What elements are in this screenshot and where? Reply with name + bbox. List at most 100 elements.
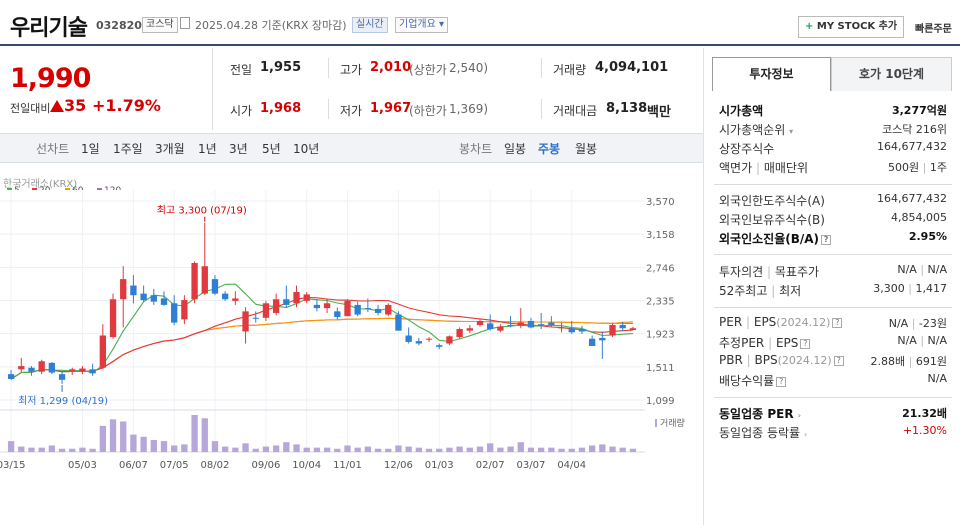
foreign-hold-row: 외국인보유주식수(B) 4,854,005 [719,211,947,229]
candle-body [405,335,412,342]
volume-bar [334,448,341,452]
bps-label: BPS [754,353,778,367]
dividend-label: 배당수익률 [719,374,775,388]
add-mystock-button[interactable]: + MY STOCK 추가 [798,16,905,38]
volume-bar [456,446,463,452]
candle-body [323,303,331,309]
candle-body [517,322,524,326]
volume-bar [69,448,76,452]
volume-bar [609,446,616,452]
per-row: PER | EPS(2024.12)? N/A | -23원 [719,315,947,330]
x-tick-label: 11/01 [333,460,362,470]
volume-bar [558,448,565,452]
upper-limit-label: (상한가 [409,63,447,77]
period-1d[interactable]: 1일 [81,142,100,156]
per-label: PER [719,315,743,329]
trade-unit: 1주 [929,161,947,174]
volume-bar [588,445,596,452]
week52-low-label: 최저 [779,284,802,298]
candle-body [497,326,504,331]
volume-bar [629,448,637,452]
market-cap-rank: 코스닥 216위 [882,123,947,136]
candle-daily[interactable]: 일봉 [504,142,527,156]
candle-body [599,337,606,341]
period-5y[interactable]: 5년 [262,142,281,156]
period-1y[interactable]: 1년 [198,142,217,156]
help-icon[interactable]: ? [821,234,832,245]
current-price: 1,990 [10,63,91,94]
volume-bar [527,447,535,452]
candle-body [456,329,463,338]
quick-order-link[interactable]: 빠른주문 [915,24,952,35]
candle-body [69,369,76,371]
help-icon[interactable]: ? [833,355,844,366]
x-tick-label: 12/06 [384,460,413,470]
period-3m[interactable]: 3개월 [155,142,185,156]
x-tick-label: 05/03 [68,460,97,470]
dividend-row: 배당수익률? N/A [719,372,947,390]
candle-body [385,304,392,315]
rank-row: 시가총액순위 ▾ 코스닥 216위 [719,121,947,139]
volume-bar [171,445,178,452]
candle-body [201,266,208,294]
y-tick-label: 2,746 [646,263,675,274]
volume-label: 거래량 [660,417,685,429]
high-label: 고가 [340,63,363,77]
chart-period-bar [0,133,703,163]
chart-source: 한국거래소(KRX) [3,179,78,190]
plus-icon: + [805,21,814,32]
volume-bar [619,447,626,452]
market-cap: 3,277억원 [891,104,947,117]
volume-bar [150,440,157,452]
tab-orderbook[interactable]: 호가 10단계 [831,57,952,91]
open-price: 1,968 [260,101,302,116]
period-10y[interactable]: 10년 [293,142,320,156]
rank-label-text: 시가총액순위 [719,123,786,137]
industry-rate-link[interactable]: 동일업종 등락률 › [719,424,807,441]
low-annotation: 최저 1,299 (04/19) [18,395,108,407]
candle-body [538,324,545,326]
period-3y[interactable]: 3년 [229,142,248,156]
x-tick-label: 08/02 [201,460,230,470]
volume-bar [48,445,56,452]
pbr-row: PBR | BPS(2024.12)? 2.88배 | 691원 [719,353,947,368]
volume-bar [130,434,137,452]
candle-monthly[interactable]: 월봉 [575,142,598,156]
candle-body [262,303,270,318]
low-label: 저가 [340,104,363,118]
period-1w[interactable]: 1주일 [113,142,143,156]
chevron-down-icon: ▾ [789,127,794,136]
trade-amount-unit: 백만 [647,105,671,120]
candle-body [28,367,35,372]
week52-row: 52주최고 | 최저 3,300 | 1,417 [719,282,947,298]
y-tick-label: 3,570 [646,197,675,208]
eps-value: -23원 [918,317,947,330]
price-chart[interactable]: 3,570 3,158 2,746 2,335 1,923 1,511 1,099 거래량 03… [0,190,703,470]
volume-bar [272,445,280,452]
company-overview-button[interactable]: 기업개요 ▾ [395,17,448,33]
pbr-label: PBR [719,353,743,367]
candle-weekly[interactable]: 주봉 [538,142,561,156]
help-icon[interactable]: ? [776,376,787,387]
candle-body [99,335,106,368]
volume-bar [374,448,382,452]
rank-label[interactable]: 시가총액순위 ▾ [719,121,793,138]
candle-body [272,299,280,313]
industry-per-link[interactable]: 동일업종 PER › [719,405,801,422]
volume-bar [109,419,117,452]
info-tabs: 투자정보 호가 10단계 [712,57,952,91]
candle-chart-label[interactable]: 봉차트 [459,142,493,156]
candle-body [415,341,422,344]
lower-limit: 1,369) [449,102,489,116]
line-chart-label[interactable]: 선차트 [36,142,70,156]
volume-bar [38,447,45,452]
volume-bar [313,447,321,452]
volume-bar [89,448,96,452]
candle-body [252,317,259,319]
tab-invest-info[interactable]: 투자정보 [712,57,831,91]
volume-bar [476,446,484,452]
realtime-button[interactable]: 실시간 [352,17,388,33]
help-icon[interactable]: ? [832,317,843,328]
week52-high: 3,300 [873,282,905,295]
help-icon[interactable]: ? [800,338,811,349]
